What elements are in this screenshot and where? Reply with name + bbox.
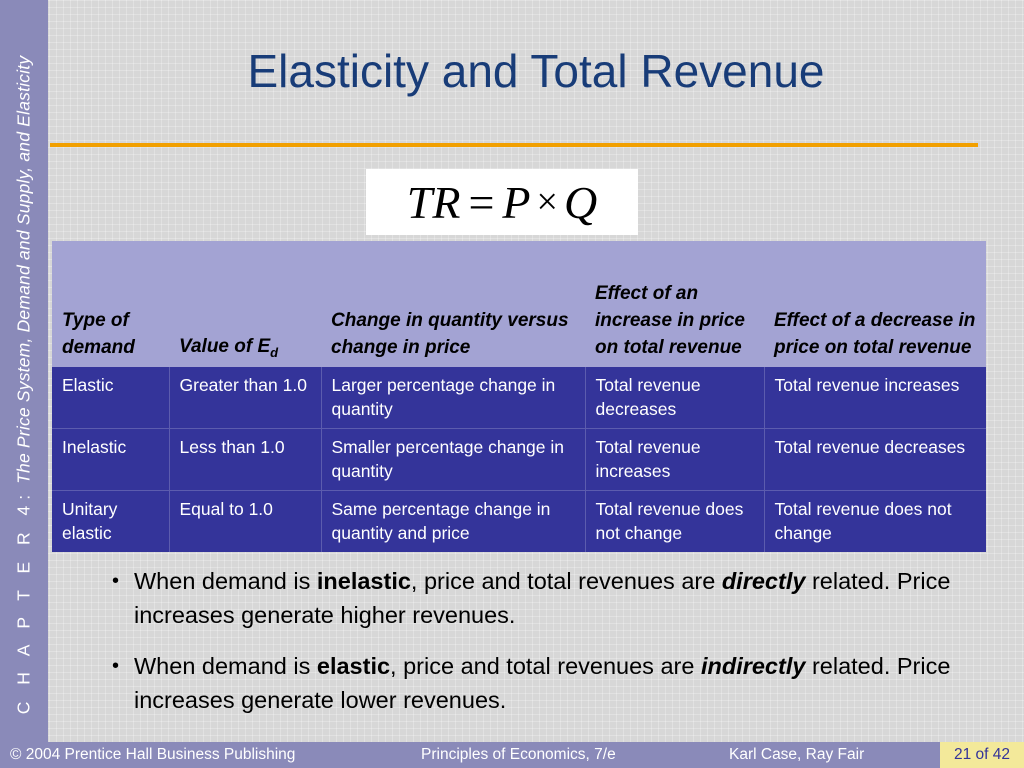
page-number: 21 [953,746,972,763]
chapter-title: The Price System, Demand and Supply, and… [13,55,34,484]
sidebar: C H A P T E R 4: The Price System, Deman… [0,0,48,742]
header-type-of-demand: Type of demand [52,241,169,367]
footer-authors: Karl Case, Ray Fair [729,746,865,763]
formula-price: P [502,176,531,228]
header-decrease-effect: Effect of a decrease in price on total r… [764,241,986,367]
table-cell: Same percentage change in quantity and p… [321,490,586,552]
bullet-emphasis: directly [721,568,806,594]
table-cell: Equal to 1.0 [169,490,322,552]
header-change: Change in quantity versus change in pric… [321,241,585,367]
bullet-text: , price and total revenues are [410,568,722,594]
total-revenue-formula: TR = P × Q [366,169,638,235]
table-cell: Elastic [52,367,170,429]
table-cell: Total revenue does not change [585,490,765,552]
table-cell: Total revenue decreases [764,428,986,491]
bullet-text: When demand is [134,653,317,679]
bullet-text: related. Price increases generate higher… [134,568,951,628]
bullet-marker: • [112,570,120,592]
table-cell: Total revenue increases [585,428,765,491]
bullet-text: , price and total revenues are [390,653,701,679]
page-of: of [975,746,989,763]
table-cell: Greater than 1.0 [169,367,322,429]
formula-lhs: TR [406,176,461,228]
table-cell: Less than 1.0 [169,428,322,491]
bullet-bold-term: elastic [316,653,391,679]
table-header-row: Type of demand Value of Ed Change in qua… [52,241,986,367]
header-increase-effect: Effect of an increase in price on total … [585,241,764,367]
elasticity-revenue-table: Type of demand Value of Ed Change in qua… [52,241,986,552]
footer-book-title: Principles of Economics, 7/e [421,746,616,763]
table-cell: Total revenue does not change [764,490,986,552]
bullet-marker: • [112,655,120,677]
bullet-bold-term: inelastic [316,568,411,594]
bullet-inelastic: • When demand is inelastic, price and to… [112,564,992,632]
table-cell: Total revenue increases [764,367,986,429]
page-total: 42 [992,746,1011,763]
footer-copyright: © 2004 Prentice Hall Business Publishing [10,746,296,763]
formula-equals: = [468,176,495,228]
table-row: Elastic Greater than 1.0 Larger percenta… [52,367,986,429]
table-row: Inelastic Less than 1.0 Smaller percenta… [52,428,986,491]
header-value-of-ed: Value of Ed [169,241,321,367]
header-value-subscript: d [270,345,279,360]
footer: © 2004 Prentice Hall Business Publishing… [0,742,1024,768]
bullet-emphasis: indirectly [700,653,806,679]
table-cell: Inelastic [52,428,170,491]
bullet-text: When demand is [134,568,317,594]
bullet-elastic: • When demand is elastic, price and tota… [112,649,992,717]
table-cell: Larger percentage change in quantity [321,367,586,429]
table-cell: Unitary elastic [52,490,170,552]
table-row: Unitary elastic Equal to 1.0 Same percen… [52,490,986,552]
formula-times: × [536,181,558,223]
header-value-text: Value of E [179,336,271,357]
chapter-number-label: C H A P T E R 4: [13,488,34,715]
table-cell: Total revenue decreases [585,367,765,429]
title-divider [50,143,978,147]
formula-quantity: Q [563,176,598,228]
slide-title: Elasticity and Total Revenue [247,45,825,97]
table-cell: Smaller percentage change in quantity [321,428,586,491]
page-counter: 21 of 42 [940,742,1024,768]
chapter-vertical-label: C H A P T E R 4: The Price System, Deman… [14,56,35,715]
bullet-text: related. Price increases generate lower … [134,653,951,713]
bullet-list: • When demand is inelastic, price and to… [112,564,992,734]
